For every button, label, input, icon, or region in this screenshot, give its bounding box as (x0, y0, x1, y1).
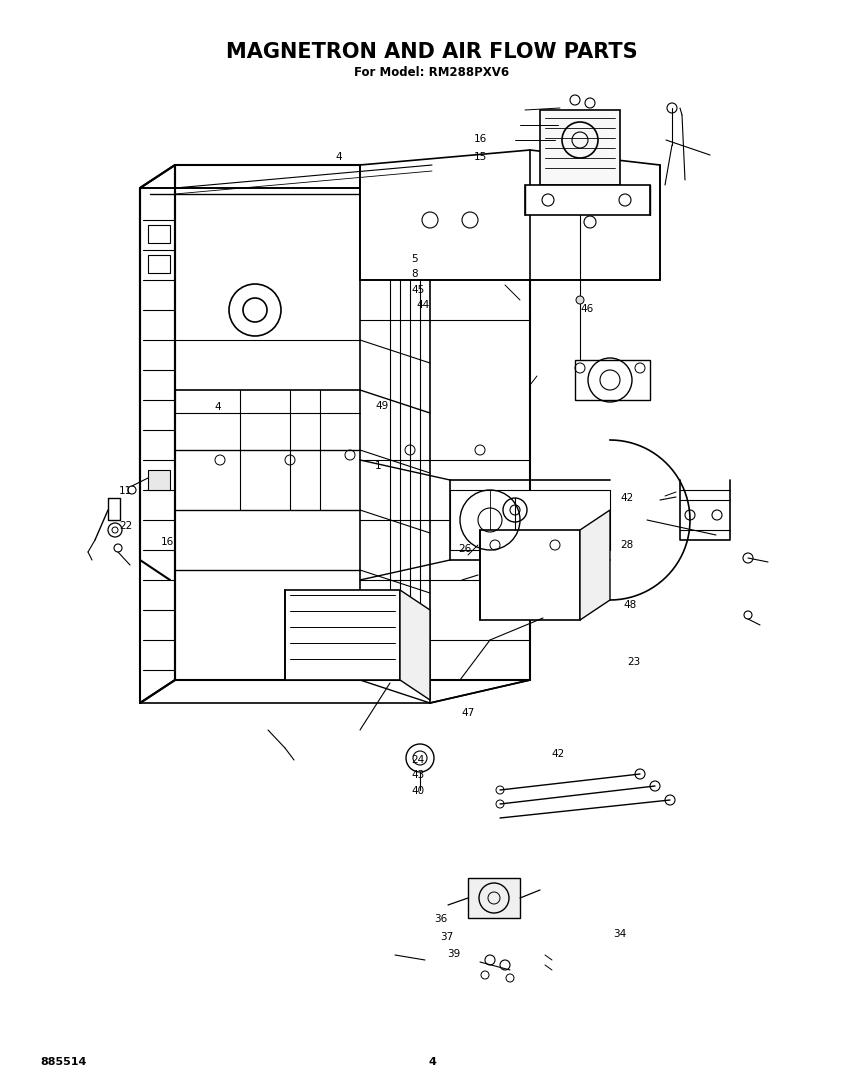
Text: 885514: 885514 (40, 1057, 86, 1067)
Polygon shape (525, 185, 650, 215)
Text: 4: 4 (214, 402, 221, 413)
Polygon shape (400, 590, 430, 700)
Text: 42: 42 (620, 492, 633, 503)
Polygon shape (468, 878, 520, 918)
Polygon shape (480, 530, 580, 620)
Text: 1: 1 (375, 461, 382, 472)
Text: 16: 16 (161, 537, 174, 548)
Text: 26: 26 (458, 543, 471, 554)
Text: 16: 16 (473, 134, 486, 145)
Text: 15: 15 (473, 151, 486, 162)
Text: 4: 4 (428, 1057, 436, 1067)
Text: 37: 37 (441, 931, 454, 942)
Polygon shape (360, 150, 660, 280)
Text: 42: 42 (551, 748, 564, 759)
Text: 36: 36 (434, 914, 447, 925)
Text: 28: 28 (620, 539, 633, 550)
Text: 8: 8 (411, 269, 418, 280)
Text: 46: 46 (581, 304, 594, 315)
Bar (148, 225, 170, 243)
Text: 47: 47 (461, 708, 474, 719)
Text: 43: 43 (411, 770, 424, 781)
Text: 22: 22 (119, 521, 132, 531)
Text: 23: 23 (627, 657, 640, 668)
Polygon shape (450, 490, 610, 550)
Text: 40: 40 (411, 785, 424, 796)
Text: 39: 39 (448, 949, 461, 959)
Text: 11: 11 (119, 486, 132, 497)
Polygon shape (285, 590, 400, 680)
Text: MAGNETRON AND AIR FLOW PARTS: MAGNETRON AND AIR FLOW PARTS (226, 42, 638, 62)
Bar (148, 470, 170, 490)
Text: 49: 49 (375, 401, 388, 412)
Polygon shape (575, 360, 650, 400)
Bar (148, 255, 170, 273)
Text: 48: 48 (624, 600, 637, 611)
Text: 4: 4 (335, 151, 342, 162)
Text: 34: 34 (613, 929, 626, 940)
Circle shape (576, 296, 584, 304)
Text: 5: 5 (411, 254, 418, 265)
Polygon shape (540, 110, 620, 185)
Text: 45: 45 (411, 284, 424, 295)
Text: 44: 44 (416, 299, 429, 310)
Text: For Model: RM288PXV6: For Model: RM288PXV6 (354, 65, 510, 78)
Polygon shape (580, 510, 610, 620)
Text: 24: 24 (411, 755, 424, 766)
